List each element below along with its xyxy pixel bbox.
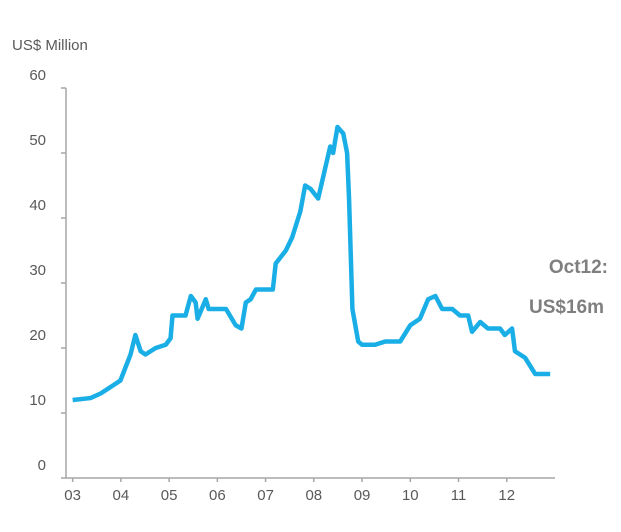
y-tick-label: 20 [29, 327, 46, 344]
annotation: Oct12: [549, 257, 608, 278]
x-tick-label: 03 [64, 487, 81, 504]
y-tick-label: 10 [29, 392, 46, 409]
x-tick-label: 12 [498, 487, 515, 504]
x-tick-label: 10 [402, 487, 419, 504]
y-tick-label: 40 [29, 197, 46, 214]
x-tick-label: 04 [113, 487, 130, 504]
x-tick-label: 06 [209, 487, 226, 504]
y-tick-label: 30 [29, 262, 46, 279]
x-tick-label: 07 [257, 487, 274, 504]
y-tick-label: 60 [29, 67, 46, 84]
y-axis-label: US$ Million [12, 37, 88, 54]
y-tick-label: 0 [38, 457, 46, 474]
x-tick-label: 11 [451, 487, 467, 504]
x-tick-label: 05 [161, 487, 178, 504]
x-tick-label: 09 [354, 487, 371, 504]
annotation: US$16m [529, 297, 604, 318]
x-tick-label: 08 [305, 487, 322, 504]
line [72, 124, 551, 403]
y-tick-label: 50 [29, 132, 46, 149]
